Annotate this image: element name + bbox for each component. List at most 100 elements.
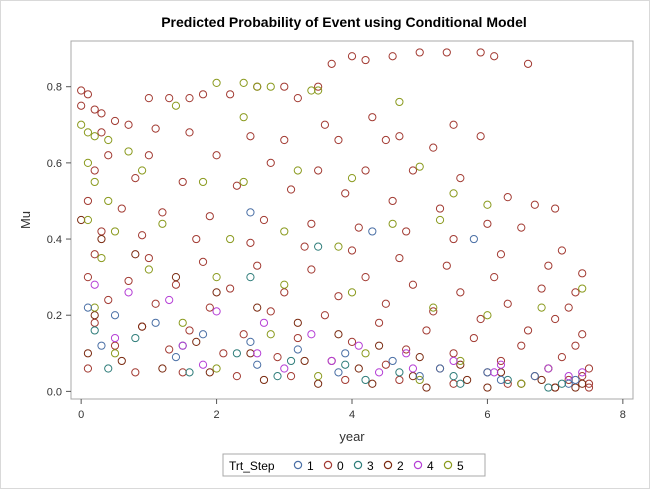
scatter-point (483, 219, 492, 228)
legend: Trt_Step 1 0 3 2 4 5 (222, 453, 486, 477)
scatter-point (476, 132, 485, 141)
scatter-point (280, 135, 289, 145)
scatter-point (374, 368, 384, 377)
scatter-point (97, 128, 106, 137)
scatter-point (523, 326, 533, 335)
scatter-point (83, 303, 93, 312)
scatter-point (273, 372, 282, 381)
scatter-point (429, 143, 438, 152)
scatter-point (483, 383, 492, 392)
scatter-point (124, 276, 133, 286)
scatter-point (456, 288, 465, 297)
scatter-point (341, 349, 350, 358)
scatter-point (273, 353, 282, 362)
scatter-point (334, 292, 343, 301)
scatter-point (293, 333, 302, 343)
scatter-point (280, 280, 289, 289)
scatter-point (239, 330, 248, 339)
scatter-point (293, 345, 302, 354)
scatter-point (503, 379, 512, 388)
scatter-point (503, 375, 512, 385)
scatter-point (368, 113, 377, 122)
scatter-point (83, 349, 93, 358)
scatter-point (314, 242, 323, 251)
scatter-point (442, 261, 451, 270)
scatter-point (361, 375, 370, 385)
scatter-point (300, 356, 309, 366)
scatter-point (578, 330, 587, 339)
scatter-point (171, 273, 181, 282)
scatter-point (368, 227, 377, 236)
plot-area (70, 40, 634, 400)
scatter-point (90, 177, 99, 187)
scatter-point (219, 349, 228, 358)
scatter-point (280, 82, 289, 91)
scatter-point (90, 250, 99, 259)
scatter-point (388, 219, 397, 228)
scatter-point (131, 368, 140, 377)
scatter-point (212, 288, 221, 297)
scatter-point (537, 284, 546, 293)
scatter-point (280, 227, 289, 236)
legend-label: 3 (367, 459, 374, 473)
scatter-point (185, 368, 194, 377)
scatter-point (239, 113, 248, 122)
scatter-point (544, 364, 553, 373)
legend-label: 0 (337, 459, 344, 473)
scatter-point (198, 90, 208, 99)
scatter-point (192, 234, 201, 244)
scatter-point (564, 372, 573, 381)
scatter-point (415, 162, 424, 171)
scatter-point (144, 253, 153, 263)
scatter-point (83, 273, 93, 282)
scatter-point (212, 151, 221, 160)
scatter-point (300, 242, 309, 251)
scatter-point (476, 48, 485, 57)
scatter-point (90, 326, 99, 335)
scatter-point (165, 94, 174, 103)
scatter-point (124, 288, 133, 297)
scatter-point (77, 101, 86, 110)
scatter-point (90, 105, 99, 114)
scatter-point (144, 94, 153, 103)
scatter-point (83, 196, 93, 206)
scatter-point (293, 94, 302, 103)
scatter-point (374, 318, 384, 327)
scatter-point (571, 375, 580, 385)
scatter-point (259, 215, 269, 225)
scatter-point (158, 219, 167, 228)
scatter-point (483, 200, 492, 209)
scatter-point (124, 147, 133, 156)
scatter-point (232, 372, 241, 381)
scatter-point (544, 261, 553, 270)
scatter-point (158, 208, 167, 217)
scatter-point (429, 303, 438, 312)
scatter-point (456, 360, 465, 369)
scatter-point (469, 333, 478, 343)
scatter-point (341, 375, 350, 385)
scatter-point (354, 341, 363, 350)
y-tick-label: 0.4 (47, 234, 62, 246)
scatter-point (415, 375, 424, 385)
scatter-point (280, 364, 289, 373)
scatter-point (198, 360, 208, 369)
scatter-point (110, 333, 120, 343)
scatter-point (415, 372, 424, 381)
scatter-point (395, 97, 404, 107)
scatter-point (578, 269, 587, 278)
legend-label: 5 (457, 459, 464, 473)
scatter-point (571, 288, 580, 297)
scatter-point (327, 59, 336, 68)
scatter-point (117, 204, 126, 213)
scatter-point (131, 333, 140, 343)
scatter-point (490, 52, 499, 61)
scatter-point (334, 135, 343, 145)
scatter-point (435, 215, 445, 225)
scatter-point (158, 364, 167, 373)
scatter-point (212, 273, 221, 282)
scatter-point (110, 116, 120, 126)
scatter-point (104, 151, 113, 160)
scatter-point (571, 341, 580, 350)
scatter-point (449, 356, 458, 366)
axes-layer: 0 2 4 6 8 0.0 0.2 0.4 0.6 0.8 (47, 82, 626, 421)
